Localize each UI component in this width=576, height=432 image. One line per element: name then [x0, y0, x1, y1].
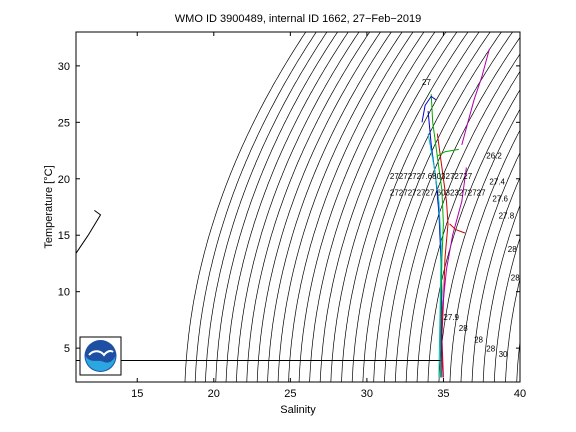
y-axis-label: Temperature [°C]: [43, 165, 55, 248]
isopycnal-line: [427, 89, 520, 382]
profile-line: [461, 48, 490, 146]
x-tick-label: 40: [514, 388, 526, 400]
isopycnal-label: 28: [486, 345, 495, 354]
profile-line: [421, 95, 437, 123]
isopycnal-line: [319, 32, 447, 382]
isopycnal-line: [471, 176, 520, 382]
isopycnal-line: [330, 32, 458, 382]
x-tick-label: 35: [437, 388, 449, 400]
isopycnal-line: [482, 204, 520, 382]
x-axis-ticks: 15 20 25 30 35 40: [131, 32, 526, 400]
x-axis-label: Salinity: [280, 404, 316, 416]
isopycnal-line: [438, 108, 520, 382]
isopycnal-line: [384, 32, 513, 382]
profile-line: [430, 94, 444, 378]
isopycnal-line: [184, 32, 306, 382]
isopycnal-line: [394, 36, 520, 382]
isopycnal-line: [298, 32, 425, 382]
isopycnal-line: [288, 32, 414, 382]
x-tick-label: 30: [361, 388, 373, 400]
isopycnal-label: 27.8: [499, 211, 515, 220]
y-tick-label: 20: [58, 174, 70, 186]
isopycnal-label: 27.6: [492, 194, 508, 203]
profile-line: [449, 223, 466, 234]
x-tick-label: 15: [131, 388, 143, 400]
logo-wave: [85, 356, 116, 371]
isopycnal-line: [551, 32, 576, 382]
isopycnal-label: 2727272727.60323272727: [390, 189, 486, 198]
isopycnal-line: [405, 53, 520, 382]
isopycnal-label: 27272727.6803272727: [390, 172, 473, 181]
isopycnal-line: [351, 32, 480, 382]
profile-lines: [76, 48, 490, 378]
isopycnal-line: [215, 32, 338, 382]
isopycnal-line: [246, 32, 370, 382]
profile-line: [441, 167, 467, 371]
isopycnal-line: [516, 338, 520, 382]
isopycnal-line: [373, 32, 502, 382]
x-tick-label: 25: [284, 388, 296, 400]
isopycnal-line: [256, 32, 381, 382]
y-tick-label: 30: [58, 61, 70, 73]
chart-title: WMO ID 3900489, internal ID 1662, 27−Feb…: [175, 13, 421, 25]
isopycnal-label: 28: [474, 336, 483, 345]
x-tick-label: 20: [208, 388, 220, 400]
isopycnal-label: 28: [459, 324, 468, 333]
y-tick-label: 5: [64, 343, 70, 355]
isopycnal-line: [267, 32, 392, 382]
y-tick-label: 10: [58, 287, 70, 299]
profile-line: [427, 133, 442, 378]
plot-frame: [75, 31, 521, 383]
isopycnal-line: [341, 32, 469, 382]
y-axis-ticks: 5 10 15 20 25 30: [58, 61, 520, 355]
isopycnal-line: [460, 151, 520, 382]
isopycnal-line: [236, 32, 360, 382]
isopycnal-label: 27: [422, 78, 431, 87]
isopycnal-label: 28: [508, 245, 517, 254]
isopycnal-line: [194, 32, 317, 382]
profile-line: [76, 209, 102, 254]
profile-line: [427, 110, 443, 378]
noaa-logo: [79, 336, 122, 376]
profile-line: [437, 148, 459, 157]
isopycnal-label: 27.9: [443, 313, 459, 322]
isopycnal-line: [205, 32, 328, 382]
isopycnal-line: [362, 32, 491, 382]
y-tick-label: 25: [58, 117, 70, 129]
y-tick-label: 15: [58, 230, 70, 242]
isopycnal-labels: 27 27272727.6803272727 2727272727.60323272…: [390, 78, 520, 359]
isopycnal-line: [505, 277, 520, 382]
isopycnal-line: [416, 70, 520, 382]
isopycnal-line: [539, 32, 576, 382]
isopycnal-line: [449, 129, 520, 382]
isopycnal-label: 26.2: [486, 152, 502, 161]
isopycnal-line: [277, 32, 403, 382]
isopycnal-line: [493, 236, 520, 382]
logo-gull: [88, 350, 114, 357]
isopycnal-line: [562, 32, 576, 382]
isopycnal-line: [309, 32, 436, 382]
isopycnal-line: [528, 32, 576, 382]
isopycnal-line: [225, 32, 349, 382]
isopycnal-label: 27.4: [489, 177, 505, 186]
isopycnal-contours: [184, 32, 576, 382]
isopycnal-label: 28: [511, 273, 520, 282]
isopycnal-label: 30: [499, 350, 508, 359]
